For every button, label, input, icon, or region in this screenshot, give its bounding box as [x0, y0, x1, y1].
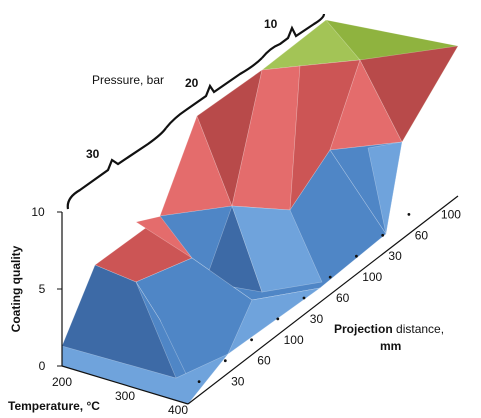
y-tick-label: 30: [231, 375, 245, 389]
y-tick-mark: [250, 338, 254, 342]
brace-pressure-30: [66, 127, 167, 210]
pressure-group-30: 30: [86, 147, 100, 161]
brace-pressure-20: [165, 57, 263, 129]
surface-plot: [61, 19, 459, 405]
y-tick-label: 60: [257, 354, 271, 368]
y-tick-mark: [407, 213, 411, 216]
y-tick-mark: [355, 254, 358, 258]
brace-pressure-10: [261, 13, 326, 59]
y-axis-title: Projection distance,: [334, 322, 444, 336]
surface-face-blue-front-light: [227, 287, 321, 355]
axes: [57, 13, 459, 405]
y-tick-mark: [223, 359, 227, 363]
x-tick-label-300: 300: [115, 389, 135, 403]
y-tick-label: 100: [362, 270, 382, 284]
pressure-group-20: 20: [185, 76, 199, 90]
y-axis-unit: mm: [380, 339, 401, 353]
pressure-group-10: 10: [264, 17, 278, 31]
z-tick-label-10: 10: [31, 205, 45, 219]
surface-face-blue-right-point-face: [367, 141, 403, 235]
y-axis-title-bold: Projection: [334, 322, 393, 336]
x-tick-label-200: 200: [52, 375, 72, 389]
y-axis-title-rest: distance,: [393, 322, 444, 336]
pressure-label: Pressure, bar: [92, 73, 164, 87]
y-ticks: 30 60 100 30 60 100 30 60 100: [197, 207, 461, 389]
y-axis-line: [187, 195, 459, 405]
surface-face-blue-mid-light: [231, 205, 323, 293]
surface-face-red-facet-6: [359, 45, 459, 143]
z-tick-label-5: 5: [39, 282, 46, 296]
y-tick-label: 30: [310, 312, 324, 326]
y-tick-label: 60: [415, 228, 429, 242]
z-axis-title: Coating quality: [9, 245, 23, 332]
y-tick-mark: [302, 296, 306, 300]
x-tick-label-400: 400: [168, 403, 188, 417]
y-tick-mark: [381, 233, 385, 237]
y-tick-label: 60: [336, 291, 350, 305]
y-tick-mark: [276, 317, 280, 321]
y-tick-mark: [197, 380, 201, 383]
y-tick-label: 100: [441, 207, 461, 221]
y-tick-label: 30: [388, 249, 402, 263]
z-tick-label-0: 0: [39, 359, 46, 373]
y-tick-mark: [328, 275, 332, 279]
x-axis-title: Temperature, °C: [8, 399, 100, 413]
y-tick-label: 100: [284, 333, 304, 347]
labels: Coating quality 0 5 10 200 300 400 Tempe…: [8, 17, 444, 417]
x-axis-line: [61, 365, 189, 405]
